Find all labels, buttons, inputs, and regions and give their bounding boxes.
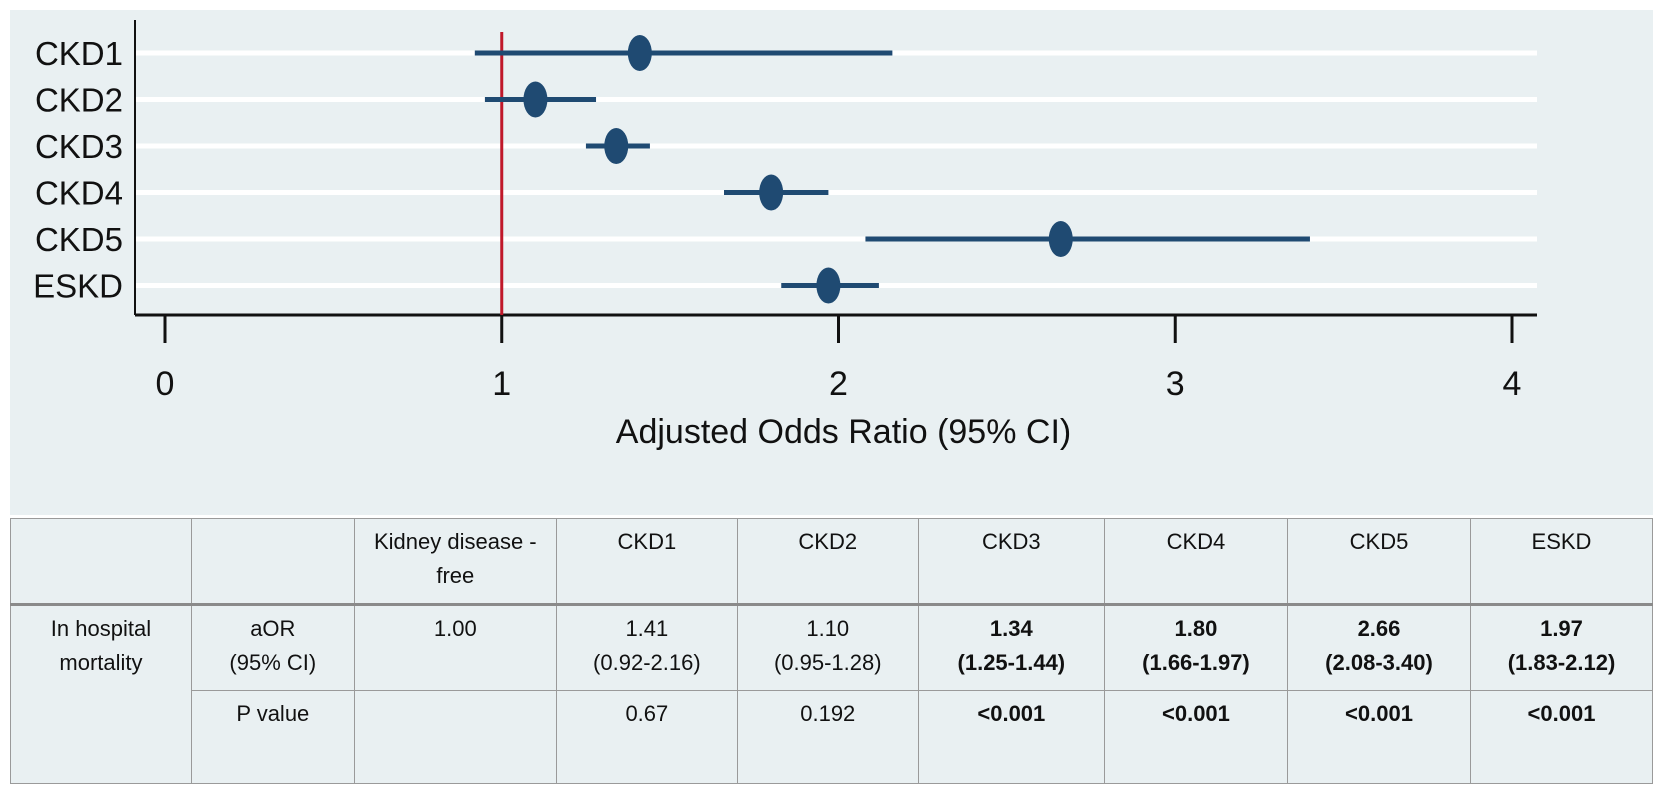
- aor-ci: (1.66-1.97): [1142, 650, 1250, 675]
- estimate-point: [523, 81, 548, 118]
- aor-cell-ckd3: 1.34 (1.25-1.44): [917, 604, 1105, 691]
- category-label: CKD4: [35, 175, 123, 212]
- x-axis-title: Adjusted Odds Ratio (95% CI): [616, 413, 1071, 451]
- aor-cell-ckd2: 1.10 (0.95-1.28): [736, 604, 919, 691]
- header-cell: [10, 518, 192, 606]
- x-tick-label: 3: [1166, 365, 1185, 403]
- aor-ci: (1.25-1.44): [957, 650, 1066, 675]
- p-value-ckd4: <0.001: [1103, 690, 1288, 784]
- estimate-point: [1048, 221, 1073, 257]
- aor-value: 1.00: [433, 616, 477, 641]
- header-cell-ckd3: CKD3: [917, 518, 1105, 606]
- header-cell-kidney-disease-free: Kidney disease -free: [353, 518, 557, 606]
- header-cell-ckd4: CKD4: [1103, 518, 1288, 606]
- x-tick-label: 0: [156, 365, 175, 403]
- estimate-point: [759, 174, 784, 211]
- aor-value: 1.10: [806, 616, 850, 641]
- aor-value: 1.41: [625, 616, 669, 641]
- p-value-ckd3: <0.001: [917, 690, 1105, 784]
- header-cell-ckd2: CKD2: [736, 518, 919, 606]
- header-cell-ckd1: CKD1: [555, 518, 738, 606]
- aor-cell-ckd5: 2.66 (2.08-3.40): [1286, 604, 1472, 691]
- p-value-kidney-disease-free: [353, 690, 557, 784]
- table-row-aor: In hospital mortality aOR (95% CI) 1.00 …: [10, 604, 1653, 784]
- results-table: Kidney disease -free CKD1 CKD2 CKD3 CKD4…: [10, 518, 1653, 784]
- aor-cell-eskd: 1.97 (1.83-2.12): [1470, 604, 1653, 691]
- aor-cell-ckd1: 1.41 (0.92-2.16): [555, 604, 738, 691]
- x-tick-label: 4: [1503, 365, 1522, 403]
- p-value-eskd: <0.001: [1470, 690, 1653, 784]
- estimate-point: [604, 128, 629, 164]
- forest-plot: 0 1 2 3 4 Adjusted Odds Ratio (95% CI) CKD1 CKD…: [33, 20, 1537, 451]
- aor-cell-kidney-disease-free: 1.00: [353, 604, 557, 691]
- header-cell-ckd5: CKD5: [1286, 518, 1472, 606]
- aor-ci: (2.08-3.40): [1325, 650, 1433, 675]
- x-tick-label: 1: [492, 365, 511, 403]
- aor-value: 1.97: [1540, 616, 1583, 641]
- category-label: CKD1: [35, 35, 123, 72]
- table-header-row: Kidney disease -free CKD1 CKD2 CKD3 CKD4…: [10, 518, 1653, 606]
- aor-value: 2.66: [1357, 616, 1401, 641]
- category-label: CKD5: [35, 221, 123, 258]
- p-value-label: P value: [190, 690, 355, 784]
- p-value-ckd5: <0.001: [1286, 690, 1472, 784]
- forest-plot-panel: 0 1 2 3 4 Adjusted Odds Ratio (95% CI) CKD1 CKD…: [10, 10, 1653, 515]
- header-cell: [190, 518, 355, 606]
- category-label: CKD3: [35, 128, 123, 165]
- table-row-p-value: P value 0.67 0.192 <0.001 <0.001 <0.001 …: [11, 690, 1653, 784]
- aor-cell-ckd4: 1.80 (1.66-1.97): [1103, 604, 1288, 691]
- header-cell-eskd: ESKD: [1470, 518, 1653, 606]
- p-value-ckd1: 0.67: [555, 690, 738, 784]
- aor-ci: (1.83-2.12): [1507, 650, 1616, 675]
- estimate-point: [627, 35, 652, 71]
- aor-value: 1.34: [989, 616, 1033, 641]
- aor-ci: (0.95-1.28): [773, 650, 882, 675]
- x-tick-label: 2: [829, 365, 848, 403]
- aor-ci-label: (95% CI): [229, 650, 317, 675]
- aor-ci: (0.92-2.16): [593, 650, 701, 675]
- p-value-ckd2: 0.192: [736, 690, 919, 784]
- aor-label-cell: aOR (95% CI): [190, 604, 355, 691]
- estimate-point: [816, 267, 841, 304]
- aor-label: aOR: [250, 616, 296, 641]
- row-label-in-hospital-mortality: In hospital mortality: [10, 604, 192, 784]
- category-label: ESKD: [33, 268, 123, 305]
- category-label: CKD2: [35, 82, 123, 119]
- aor-value: 1.80: [1174, 616, 1218, 641]
